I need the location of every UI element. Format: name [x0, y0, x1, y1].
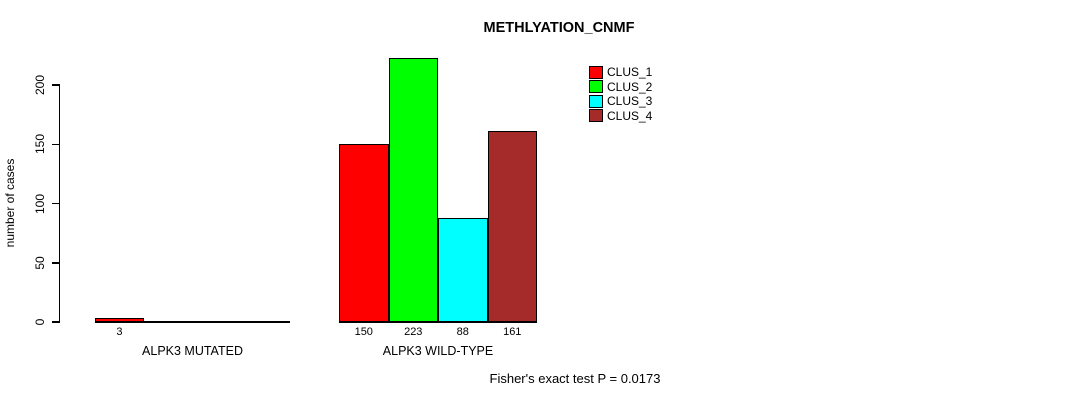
bar-value-label: 88 [456, 326, 469, 338]
y-axis-tick-label: 100 [33, 193, 47, 214]
legend-label: CLUS_2 [607, 79, 653, 94]
y-axis-tick-label: 150 [33, 134, 47, 155]
bar-value-label: 161 [503, 326, 522, 338]
x-baseline [339, 321, 537, 323]
legend-label: CLUS_1 [607, 65, 653, 79]
x-group-label: ALPK3 MUTATED [142, 344, 243, 358]
y-axis-tick-label: 200 [33, 74, 47, 96]
bar-value-label: 150 [354, 326, 373, 338]
y-axis-tick [52, 321, 60, 323]
legend: CLUS_1 CLUS_2 CLUS_3 CLUS_4 [589, 65, 652, 123]
chart-title: METHLYATION_CNMF [483, 20, 635, 36]
bar-CLUS_2 [388, 57, 438, 322]
legend-item: CLUS_3 [589, 94, 652, 108]
y-axis-tick [52, 84, 60, 86]
y-axis-tick [52, 262, 60, 264]
legend-swatch-CLUS_3 [589, 94, 603, 108]
bar-CLUS_1 [339, 144, 389, 322]
legend-swatch-CLUS_2 [589, 80, 603, 93]
legend-swatch-CLUS_4 [589, 109, 603, 122]
x-baseline [95, 321, 290, 323]
bar-value-label: 3 [116, 326, 123, 338]
y-axis-tick [52, 202, 60, 205]
bar-CLUS_1 [95, 318, 144, 322]
stat-annotation: Fisher's exact test P = 0.0173 [489, 371, 661, 386]
legend-label: CLUS_3 [607, 94, 653, 108]
legend-item: CLUS_2 [589, 80, 652, 94]
legend-label: CLUS_4 [607, 108, 653, 123]
y-axis-tick-label: 0 [33, 318, 47, 326]
legend-item: CLUS_4 [589, 109, 652, 123]
legend-item: CLUS_1 [589, 65, 652, 79]
legend-swatch-CLUS_1 [589, 65, 603, 79]
y-axis-tick [52, 143, 60, 145]
bar-CLUS_3 [438, 217, 488, 322]
bar-value-label: 223 [404, 326, 423, 338]
bar-CLUS_4 [487, 131, 537, 322]
x-group-label: ALPK3 WILD-TYPE [382, 344, 494, 358]
y-axis-title: number of cases [3, 158, 17, 248]
y-axis-tick-label: 50 [33, 256, 47, 270]
